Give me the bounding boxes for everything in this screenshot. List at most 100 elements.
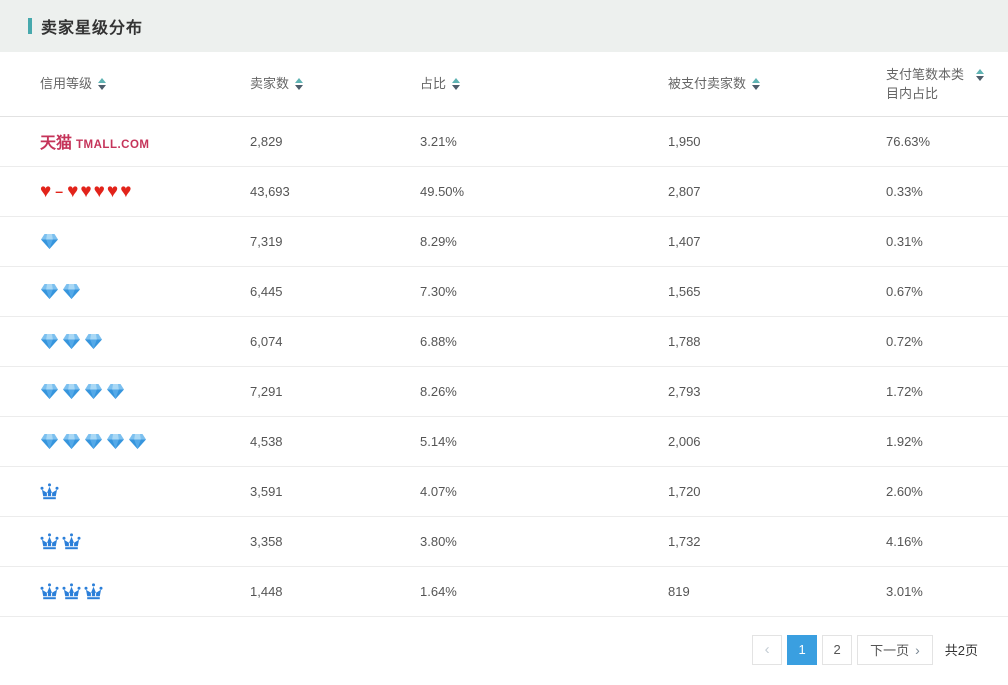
prev-page-button[interactable]: ‹: [752, 634, 783, 665]
sellers-cell: 7,319: [250, 216, 420, 267]
sellers-cell: 4,538: [250, 416, 420, 467]
table-row: 7,291 8.26% 2,793 1.72%: [0, 366, 1008, 417]
column-label: 信用等级: [40, 76, 93, 92]
range-dash: –: [55, 183, 64, 199]
category-pay-share-cell: 4.16%: [886, 516, 1008, 567]
share-cell: 1.64%: [420, 566, 668, 617]
crown-icon: [40, 582, 59, 599]
page-button-1[interactable]: 1: [787, 634, 818, 665]
heart-icon: ♥: [93, 180, 105, 202]
paid-sellers-cell: 2,807: [668, 166, 886, 217]
diamond-icon: [63, 383, 80, 399]
rating-cell: 天猫 TMALL.COM: [0, 116, 250, 167]
share-cell: 8.26%: [420, 366, 668, 417]
share-cell: 4.07%: [420, 466, 668, 517]
category-pay-share-cell: 2.60%: [886, 466, 1008, 517]
next-page-label: 下一页: [870, 643, 910, 658]
table-header-row: 信用等级 卖家数 占比 被支付卖家数 支付笔数本类目内占比: [0, 52, 1008, 117]
heart-icon: ♥: [67, 180, 79, 202]
category-pay-share-cell: 3.01%: [886, 566, 1008, 617]
section-header: 卖家星级分布: [0, 0, 1008, 52]
chevron-right-icon: ›: [915, 641, 920, 658]
table-row: ♥ – ♥ ♥ ♥ ♥ ♥ 43,693 49.50% 2,807 0.33%: [0, 166, 1008, 217]
heart-icon: ♥: [106, 180, 119, 202]
rating-cell: [0, 416, 250, 467]
paid-sellers-cell: 1,950: [668, 116, 886, 167]
diamond-icon: [41, 233, 58, 249]
sort-icon[interactable]: [295, 78, 304, 91]
crown-icon: [40, 532, 59, 549]
column-header-paid-sellers[interactable]: 被支付卖家数: [668, 52, 886, 117]
column-header-sellers[interactable]: 卖家数: [250, 52, 420, 117]
rating-cell: ♥ – ♥ ♥ ♥ ♥ ♥: [0, 166, 250, 217]
sort-icon[interactable]: [976, 68, 984, 81]
paid-sellers-cell: 2,793: [668, 366, 886, 417]
sellers-cell: 1,448: [250, 566, 420, 617]
sellers-cell: 3,591: [250, 466, 420, 517]
category-pay-share-cell: 1.92%: [886, 416, 1008, 467]
diamond-icon: [107, 383, 124, 399]
table-card: 信用等级 卖家数 占比 被支付卖家数 支付笔数本类目内占比: [0, 52, 1008, 665]
sort-icon[interactable]: [98, 78, 107, 91]
diamond-icon: [41, 383, 58, 399]
share-cell: 8.29%: [420, 216, 668, 267]
page-title: 卖家星级分布: [41, 20, 144, 37]
diamond-icon: [85, 383, 102, 399]
diamond-icon: [129, 433, 146, 449]
paid-sellers-cell: 819: [668, 566, 886, 617]
table-row: 6,074 6.88% 1,788 0.72%: [0, 316, 1008, 367]
rating-cell: [0, 366, 250, 417]
rating-cell: [0, 266, 250, 317]
diamond-icon: [63, 433, 80, 449]
sort-icon[interactable]: [452, 78, 461, 91]
column-label: 被支付卖家数: [668, 76, 747, 92]
paid-sellers-cell: 2,006: [668, 416, 886, 467]
next-page-button[interactable]: 下一页 ›: [857, 634, 933, 665]
category-pay-share-cell: 76.63%: [886, 116, 1008, 167]
table-row: 7,319 8.29% 1,407 0.31%: [0, 216, 1008, 267]
table-body: 天猫 TMALL.COM 2,829 3.21% 1,950 76.63% ♥ – ♥ ♥ ♥ ♥ ♥ 4…: [0, 116, 1008, 617]
share-cell: 49.50%: [420, 166, 668, 217]
share-cell: 5.14%: [420, 416, 668, 467]
paid-sellers-cell: 1,732: [668, 516, 886, 567]
heart-icon: ♥: [80, 180, 92, 202]
column-header-share[interactable]: 占比: [420, 52, 668, 117]
sellers-cell: 3,358: [250, 516, 420, 567]
diamond-icon: [41, 433, 58, 449]
rating-cell: [0, 466, 250, 517]
share-cell: 7.30%: [420, 266, 668, 317]
share-cell: 6.88%: [420, 316, 668, 367]
sort-icon[interactable]: [752, 78, 761, 91]
table-row: 4,538 5.14% 2,006 1.92%: [0, 416, 1008, 467]
rating-cell: [0, 316, 250, 367]
column-header-category-pay-share[interactable]: 支付笔数本类目内占比: [886, 52, 1008, 117]
category-pay-share-cell: 0.72%: [886, 316, 1008, 367]
category-pay-share-cell: 1.72%: [886, 366, 1008, 417]
sellers-cell: 43,693: [250, 166, 420, 217]
heart-icon: ♥: [120, 180, 132, 202]
table-row: 6,445 7.30% 1,565 0.67%: [0, 266, 1008, 317]
crown-icon: [84, 582, 103, 599]
rating-cell: [0, 216, 250, 267]
table-row: 天猫 TMALL.COM 2,829 3.21% 1,950 76.63%: [0, 116, 1008, 167]
diamond-icon: [85, 433, 102, 449]
category-pay-share-cell: 0.67%: [886, 266, 1008, 317]
diamond-icon: [41, 333, 58, 349]
sellers-cell: 6,074: [250, 316, 420, 367]
column-header-rating[interactable]: 信用等级: [0, 52, 250, 117]
page-button-2[interactable]: 2: [822, 634, 853, 665]
column-label: 占比: [420, 76, 447, 92]
title-marker-icon: [28, 18, 32, 34]
diamond-icon: [63, 333, 80, 349]
crown-icon: [40, 482, 59, 499]
table-row: 3,358 3.80% 1,732 4.16%: [0, 516, 1008, 567]
share-cell: 3.21%: [420, 116, 668, 167]
column-label: 卖家数: [250, 76, 290, 92]
tmall-logo: 天猫 TMALL.COM: [40, 135, 150, 152]
table-row: 1,448 1.64% 819 3.01%: [0, 566, 1008, 617]
rating-cell: [0, 516, 250, 567]
paid-sellers-cell: 1,565: [668, 266, 886, 317]
table-row: 3,591 4.07% 1,720 2.60%: [0, 466, 1008, 517]
crown-icon: [62, 582, 81, 599]
